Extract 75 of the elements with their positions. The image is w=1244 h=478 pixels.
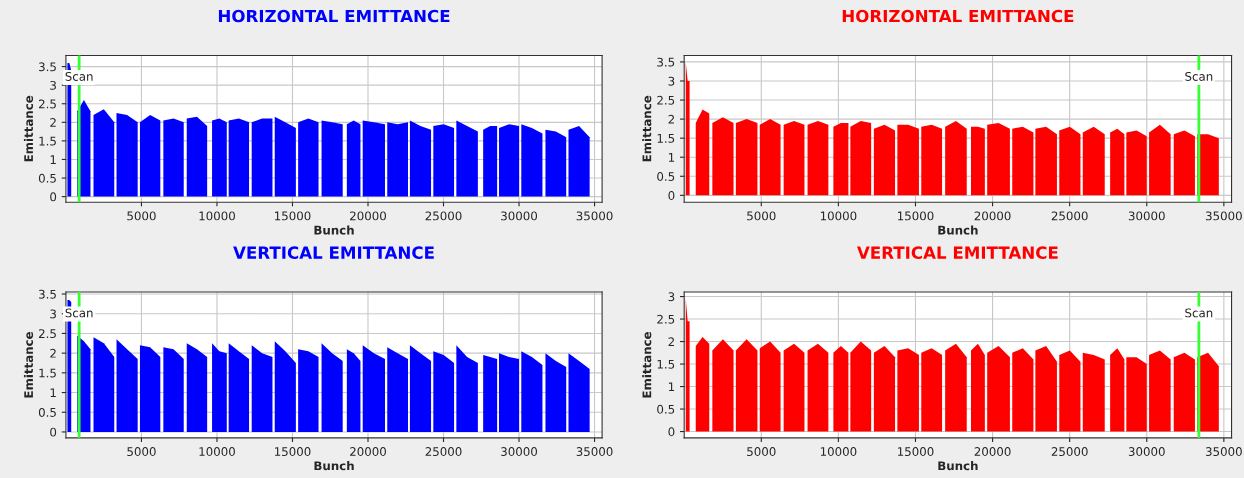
x-tick-label: 20000	[350, 211, 386, 221]
x-axis-title: Bunch	[314, 461, 354, 471]
x-tick-label: 5000	[127, 211, 156, 221]
ref-line-label: Scan	[1185, 71, 1213, 81]
y-tick-label: 0	[668, 191, 675, 200]
chart-title: VERTICAL EMITTANCE	[856, 246, 1058, 259]
y-axis-title: Emittance	[23, 331, 34, 398]
x-tick-label: 30000	[1128, 447, 1165, 457]
x-tick-label: 30000	[1128, 211, 1165, 221]
x-tick-label: 35000	[576, 447, 613, 457]
x-tick-label: 5000	[747, 447, 776, 457]
chart-title: HORIZONTAL EMITTANCE	[218, 9, 450, 23]
y-tick-label: 2	[50, 348, 56, 358]
y-axis-title: Emittance	[642, 331, 652, 398]
x-tick-label: 15000	[275, 447, 311, 457]
x-tick-label: 20000	[350, 447, 386, 457]
y-tick-label: 3	[668, 292, 675, 302]
x-tick-label: 20000	[974, 447, 1011, 457]
y-tick-label: 3	[50, 309, 56, 319]
y-tick-label: 1	[668, 382, 675, 392]
chart-title: VERTICAL EMITTANCE	[233, 246, 434, 259]
y-tick-label: 3	[50, 80, 56, 90]
y-tick-label: 1.5	[657, 134, 675, 143]
x-tick-label: 10000	[820, 447, 857, 457]
x-tick-label: 10000	[820, 211, 857, 221]
y-tick-label: 0	[668, 427, 675, 437]
y-tick-label: 1	[668, 153, 675, 162]
x-tick-label: 15000	[898, 211, 934, 221]
y-tick-label: 0.5	[38, 407, 56, 417]
y-tick-label: 2.5	[657, 95, 675, 105]
y-tick-label: 0.5	[657, 404, 675, 414]
y-tick-label: 2	[668, 114, 674, 124]
y-tick-label: 3	[668, 76, 675, 86]
x-tick-label: 5000	[747, 211, 776, 221]
y-tick-label: 1	[50, 155, 56, 164]
x-tick-label: 35000	[1205, 447, 1242, 457]
x-tick-label: 25000	[1051, 211, 1088, 221]
y-tick-label: 0	[50, 427, 57, 437]
ref-line-label: Scan	[1185, 308, 1213, 318]
x-tick-label: 15000	[898, 447, 934, 457]
y-tick-label: 2	[668, 337, 674, 347]
x-tick-label: 35000	[1205, 211, 1242, 221]
y-tick-label: 0.5	[657, 172, 675, 181]
x-tick-label: 10000	[199, 447, 235, 457]
x-axis-title: Bunch	[938, 225, 978, 235]
y-tick-label: 3.5	[657, 57, 675, 67]
y-tick-label: 2.5	[38, 329, 56, 339]
y-tick-label: 2	[50, 118, 56, 127]
y-tick-label: 1.5	[39, 368, 56, 378]
ref-line-label: Scan	[65, 71, 93, 81]
y-tick-label: 0	[50, 192, 57, 202]
x-axis-title: Bunch	[314, 225, 354, 235]
x-tick-label: 10000	[199, 211, 235, 221]
x-axis-title: Bunch	[938, 461, 978, 471]
x-tick-label: 25000	[425, 211, 462, 221]
y-tick-label: 2.5	[657, 314, 675, 324]
x-tick-label: 15000	[275, 211, 311, 221]
ref-line-label: Scan	[65, 308, 93, 318]
y-tick-label: 0.5	[38, 173, 56, 183]
x-tick-label: 35000	[576, 211, 613, 221]
y-tick-label: 3.5	[39, 62, 56, 72]
x-tick-label: 25000	[1051, 447, 1088, 457]
y-axis-title: Emittance	[642, 95, 652, 162]
y-axis-title: Emittance	[23, 95, 34, 162]
x-tick-label: 25000	[425, 447, 462, 457]
y-tick-label: 3.5	[39, 289, 56, 299]
y-tick-label: 2.5	[38, 99, 56, 109]
y-tick-label: 1	[50, 388, 56, 398]
x-tick-label: 30000	[501, 447, 538, 457]
x-tick-label: 30000	[501, 211, 538, 221]
y-tick-label: 1.5	[657, 359, 675, 369]
y-tick-label: 1.5	[39, 136, 56, 146]
x-tick-label: 20000	[974, 211, 1011, 221]
x-tick-label: 5000	[127, 447, 156, 457]
chart-title: HORIZONTAL EMITTANCE	[842, 9, 1074, 23]
